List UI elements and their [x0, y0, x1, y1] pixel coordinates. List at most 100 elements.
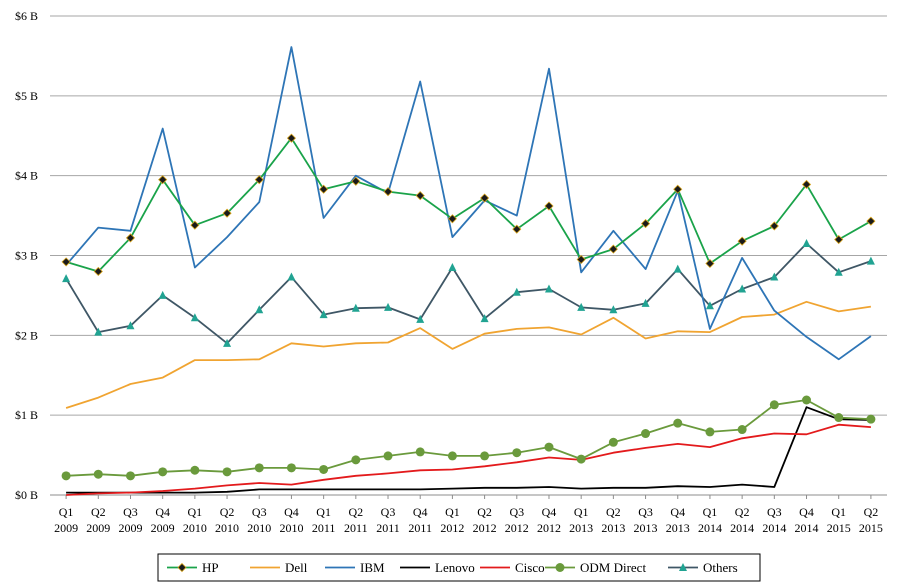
x-tick-label-quarter: Q1 — [59, 505, 74, 519]
data-point-hp — [190, 220, 200, 230]
legend-marker-hp — [177, 562, 187, 573]
series-hp — [61, 133, 876, 277]
x-tick-label-quarter: Q3 — [381, 505, 396, 519]
data-point-odm-direct — [190, 465, 200, 475]
x-tick-label-year: 2013 — [601, 521, 625, 535]
x-tick-label-quarter: Q4 — [542, 505, 557, 519]
legend-label-lenovo: Lenovo — [435, 560, 475, 575]
data-point-odm-direct — [351, 455, 361, 465]
x-axis-tick-labels: Q1 2009 Q2 2009 Q3 2009 Q4 2009 Q1 2010 Q2 2010 Q3 20… — [54, 495, 883, 535]
legend-marker-odm-direct — [555, 563, 565, 572]
data-point-hp — [93, 266, 103, 277]
data-point-odm-direct — [480, 451, 490, 461]
legend-label-dell: Dell — [285, 560, 308, 575]
legend-item-cisco: Cisco — [480, 560, 545, 575]
y-tick-label: $6 B — [15, 9, 38, 23]
legend-item-lenovo: Lenovo — [400, 560, 475, 575]
data-point-others — [416, 314, 425, 323]
data-point-odm-direct — [544, 442, 554, 452]
data-point-others — [319, 310, 328, 319]
data-point-others — [673, 264, 682, 273]
data-point-hp — [158, 175, 168, 185]
x-tick-label-year: 2015 — [859, 521, 883, 535]
x-tick-label-quarter: Q1 — [574, 505, 589, 519]
data-point-odm-direct — [705, 427, 715, 437]
x-tick-label-year: 2012 — [440, 521, 464, 535]
x-tick-label-quarter: Q3 — [638, 505, 653, 519]
legend-label-cisco: Cisco — [515, 560, 545, 575]
data-point-others — [126, 321, 135, 330]
data-point-others — [62, 274, 71, 283]
x-tick-label-quarter: Q4 — [155, 505, 170, 519]
data-point-hp — [125, 233, 136, 243]
x-tick-label-year: 2013 — [634, 521, 658, 535]
x-tick-label-year: 2011 — [408, 521, 432, 535]
x-tick-label-year: 2012 — [537, 521, 561, 535]
data-point-odm-direct — [93, 469, 103, 479]
x-tick-label-year: 2015 — [827, 521, 851, 535]
legend-label-hp: HP — [202, 560, 219, 575]
series-ibm — [65, 46, 872, 361]
data-point-odm-direct — [319, 464, 329, 474]
data-point-others — [705, 301, 714, 310]
series-others — [62, 239, 875, 347]
x-tick-label-year: 2014 — [795, 521, 819, 535]
data-point-hp — [737, 236, 747, 246]
x-tick-label-year: 2010 — [279, 521, 303, 535]
data-point-odm-direct — [158, 467, 168, 477]
series-lenovo — [66, 406, 871, 494]
data-point-hp — [801, 179, 812, 190]
x-tick-label-quarter: Q2 — [91, 505, 106, 519]
data-point-hp — [705, 258, 715, 269]
data-point-odm-direct — [383, 451, 393, 461]
data-point-odm-direct — [222, 467, 232, 477]
x-tick-label-year: 2014 — [762, 521, 786, 535]
x-tick-label-year: 2012 — [505, 521, 529, 535]
x-tick-label-quarter: Q1 — [188, 505, 203, 519]
data-point-odm-direct — [834, 413, 844, 423]
data-point-hp — [254, 175, 264, 185]
series-cisco — [66, 423, 871, 496]
legend-item-hp: HP — [167, 560, 219, 575]
y-tick-label: $3 B — [15, 249, 38, 263]
series-line-dell — [65, 300, 872, 409]
series-dell — [65, 300, 872, 409]
y-tick-label: $2 B — [15, 328, 38, 342]
x-tick-label-year: 2011 — [344, 521, 368, 535]
data-point-hp — [415, 191, 425, 201]
data-point-odm-direct — [286, 463, 296, 473]
legend-label-others: Others — [703, 560, 738, 575]
series-lines — [61, 46, 876, 496]
data-point-hp — [544, 201, 554, 211]
legend-label-ibm: IBM — [360, 560, 385, 575]
x-tick-label-quarter: Q4 — [799, 505, 814, 519]
data-point-others — [866, 256, 875, 265]
data-point-hp — [673, 184, 683, 194]
series-line-others — [65, 242, 872, 345]
x-tick-label-quarter: Q3 — [252, 505, 267, 519]
y-tick-label: $4 B — [15, 169, 38, 183]
data-point-hp — [480, 193, 490, 203]
data-point-others — [512, 287, 521, 296]
data-point-odm-direct — [802, 395, 812, 405]
data-point-others — [834, 267, 843, 276]
x-tick-label-year: 2014 — [698, 521, 722, 535]
data-point-hp — [319, 184, 329, 194]
x-tick-label-quarter: Q1 — [703, 505, 718, 519]
legend-item-odm-direct: ODM Direct — [545, 560, 646, 575]
gridlines — [50, 15, 887, 496]
data-point-hp — [351, 176, 361, 186]
x-tick-label-quarter: Q1 — [831, 505, 846, 519]
data-point-others — [802, 239, 811, 248]
x-tick-label-year: 2009 — [54, 521, 78, 535]
y-tick-label: $5 B — [15, 89, 38, 103]
legend-item-dell: Dell — [250, 560, 308, 575]
data-point-odm-direct — [576, 454, 586, 464]
x-tick-label-year: 2010 — [247, 521, 271, 535]
x-tick-label-quarter: Q1 — [316, 505, 331, 519]
data-point-hp — [866, 216, 876, 226]
data-point-others — [287, 272, 296, 281]
data-point-odm-direct — [673, 418, 683, 428]
data-point-hp — [834, 234, 844, 245]
data-point-hp — [286, 133, 297, 143]
